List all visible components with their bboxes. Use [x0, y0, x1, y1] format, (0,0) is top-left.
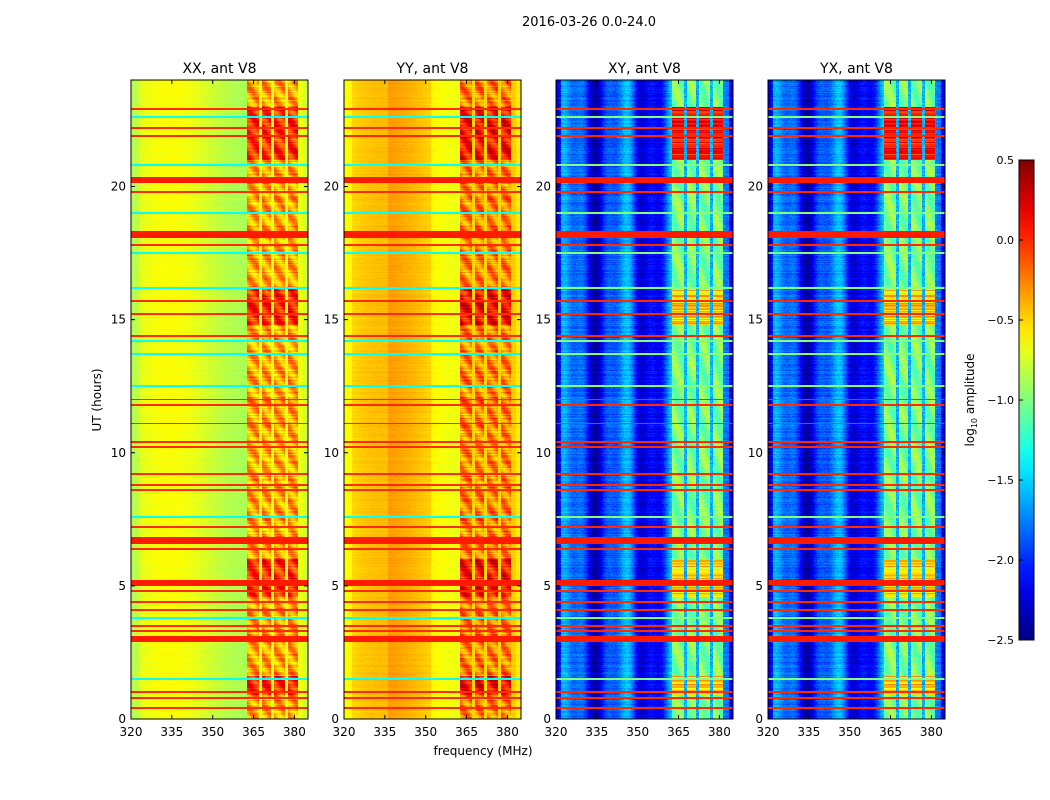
y-tick-label: 20 — [748, 180, 763, 194]
colorbar-tick-label: 0.0 — [997, 234, 1015, 247]
colorbar-label: log10 amplitude — [963, 354, 979, 447]
heatmap-yy — [344, 80, 521, 719]
x-tick-label: 380 — [283, 725, 306, 739]
y-tick-label: 15 — [748, 313, 763, 327]
y-tick-label: 15 — [536, 313, 551, 327]
x-tick-label: 320 — [120, 725, 143, 739]
y-tick-label: 0 — [331, 712, 339, 726]
x-tick-label: 365 — [879, 725, 902, 739]
y-axis-label: UT (hours) — [90, 368, 104, 431]
figure-title: 2016-03-26 0.0-24.0 — [522, 15, 656, 30]
y-tick-label: 10 — [536, 446, 551, 460]
y-tick-label: 10 — [748, 446, 763, 460]
x-tick-label: 335 — [373, 725, 396, 739]
colorbar: 0.5 0.0 −0.5 −1.0 −1.5 −2.0 −2.5 — [987, 154, 1035, 647]
heatmap-xx — [131, 80, 308, 719]
panel-title: YX, ant V8 — [819, 61, 893, 77]
x-tick-label: 365 — [455, 725, 478, 739]
y-tick-label: 15 — [324, 313, 339, 327]
x-axis-label: frequency (MHz) — [433, 744, 532, 758]
axes-frame — [767, 79, 946, 720]
colorbar-tick-label: −0.5 — [987, 314, 1014, 327]
y-tick-label: 0 — [543, 712, 551, 726]
x-tick-label: 320 — [333, 725, 356, 739]
heatmap-yx — [768, 80, 945, 719]
x-tick-label: 365 — [242, 725, 265, 739]
panel-1: XX, ant V8 320 335 350 365 380 0 5 10 15 20 — [111, 61, 309, 739]
y-tick-label: 20 — [111, 180, 126, 194]
x-tick-label: 350 — [626, 725, 649, 739]
y-tick-label: 0 — [118, 712, 126, 726]
colorbar-tick-label: −2.0 — [987, 554, 1014, 567]
panel-title: XX, ant V8 — [183, 61, 257, 77]
y-tick-label: 5 — [331, 579, 339, 593]
x-tick-label: 365 — [667, 725, 690, 739]
colorbar-tick-label: 0.5 — [997, 154, 1015, 167]
y-tick-label: 0 — [755, 712, 763, 726]
x-tick-label: 320 — [757, 725, 780, 739]
y-tick-label: 5 — [755, 579, 763, 593]
colorbar-tick-label: −1.0 — [987, 394, 1014, 407]
panel-title: XY, ant V8 — [608, 61, 681, 77]
panel-2: YY, ant V8 320 335 350 365 380 0 5 10 15 20 — [324, 61, 522, 739]
panel-title: YY, ant V8 — [396, 61, 469, 77]
axes-frame — [555, 79, 734, 720]
y-tick-label: 15 — [111, 313, 126, 327]
axes-frame — [130, 79, 309, 720]
x-tick-label: 380 — [920, 725, 943, 739]
panel-3: XY, ant V8 320 335 350 365 380 0 5 10 15 20 — [536, 61, 734, 739]
x-tick-label: 350 — [414, 725, 437, 739]
x-tick-label: 350 — [201, 725, 224, 739]
x-tick-label: 335 — [797, 725, 820, 739]
axes-frame — [343, 79, 522, 720]
x-tick-label: 320 — [545, 725, 568, 739]
x-tick-label: 335 — [585, 725, 608, 739]
y-tick-label: 10 — [111, 446, 126, 460]
panel-4: YX, ant V8 320 335 350 365 380 0 5 10 15 20 — [748, 61, 946, 739]
y-tick-label: 20 — [324, 180, 339, 194]
x-tick-label: 335 — [160, 725, 183, 739]
y-tick-label: 5 — [543, 579, 551, 593]
y-tick-label: 20 — [536, 180, 551, 194]
colorbar-tick-label: −1.5 — [987, 474, 1014, 487]
y-tick-label: 10 — [324, 446, 339, 460]
heatmap-xy — [556, 80, 733, 719]
x-tick-label: 350 — [838, 725, 861, 739]
x-tick-label: 380 — [708, 725, 731, 739]
y-tick-label: 5 — [118, 579, 126, 593]
x-tick-label: 380 — [496, 725, 519, 739]
colorbar-tick-label: −2.5 — [987, 634, 1014, 647]
